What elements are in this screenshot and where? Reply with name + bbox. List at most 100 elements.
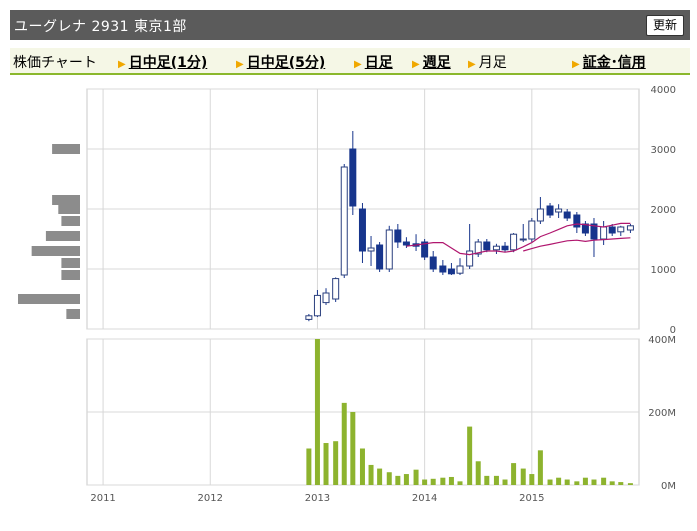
arrow-right-icon: ▶ xyxy=(118,59,126,70)
volume-bar xyxy=(333,441,339,485)
volume-bar xyxy=(529,474,535,485)
candle-body xyxy=(555,208,563,213)
x-tick-label: 2011 xyxy=(90,493,115,504)
volume-bar xyxy=(386,472,392,485)
volume-bar xyxy=(493,475,499,485)
page-title: ユーグレナ 2931 東京1部 xyxy=(14,19,187,35)
x-tick-label: 2013 xyxy=(305,493,330,504)
tab-label: 月足 xyxy=(478,55,507,71)
volume-bar xyxy=(467,426,473,485)
candle-body xyxy=(402,241,410,246)
tab-daily[interactable]: ▶ 日足 xyxy=(354,52,393,72)
tab-label: 株価チャート xyxy=(13,55,97,71)
volume-bar xyxy=(377,468,383,485)
x-tick-label: 2012 xyxy=(198,493,223,504)
candle-body xyxy=(528,220,536,240)
volume-bar xyxy=(609,481,615,485)
candle-body xyxy=(600,226,608,240)
tab-margin-credit[interactable]: ▶ 証金･信用 xyxy=(572,52,646,72)
y-tick-label: 2000 xyxy=(651,205,676,216)
candle-body xyxy=(626,225,634,231)
tab-label: 週足 xyxy=(422,55,451,71)
tab-stock-chart: 株価チャート xyxy=(13,52,97,72)
title-bar: ユーグレナ 2931 東京1部 更新 xyxy=(10,10,690,40)
candle-body xyxy=(456,265,464,274)
candle-body xyxy=(340,166,348,276)
candle-body xyxy=(367,247,375,252)
y-tick-label: 0M xyxy=(661,481,676,492)
volume-bar xyxy=(511,463,517,485)
candle-body xyxy=(421,241,429,258)
tab-label: 日中足(5分) xyxy=(246,55,326,71)
moving-average-long xyxy=(523,237,631,252)
arrow-right-icon: ▶ xyxy=(412,59,420,70)
volume-profile-bar xyxy=(31,246,80,256)
tab-label: 証金･信用 xyxy=(582,55,646,71)
arrow-right-icon: ▶ xyxy=(572,59,580,70)
volume-bar xyxy=(403,474,409,485)
candle-body xyxy=(349,148,357,207)
volume-bar xyxy=(368,464,374,485)
tab-intraday-5min[interactable]: ▶ 日中足(5分) xyxy=(236,52,325,72)
volume-bar xyxy=(440,477,446,485)
arrow-right-icon: ▶ xyxy=(468,59,476,70)
candle-body xyxy=(447,268,455,275)
volume-bar xyxy=(457,481,463,485)
candle-body xyxy=(332,278,340,300)
volume-bar xyxy=(627,483,633,485)
volume-profile-bar xyxy=(52,144,80,154)
volume-bar xyxy=(475,461,481,485)
volume-bar xyxy=(582,477,588,485)
candle-body xyxy=(313,294,321,317)
volume-profile-bar xyxy=(66,309,80,319)
volume-bar xyxy=(359,448,365,485)
y-tick-label: 3000 xyxy=(651,145,676,156)
refresh-button[interactable]: 更新 xyxy=(645,15,684,36)
volume-bar xyxy=(323,443,329,485)
volume-bar xyxy=(574,481,580,485)
candle-body xyxy=(573,214,581,228)
candle-body xyxy=(322,292,330,304)
volume-profile-bar xyxy=(61,216,80,226)
y-tick-label: 200M xyxy=(648,408,676,419)
tab-intraday-1min[interactable]: ▶ 日中足(1分) xyxy=(118,52,207,72)
candle-body xyxy=(376,244,384,270)
volume-bar xyxy=(314,339,320,485)
volume-bar xyxy=(556,477,562,485)
x-tick-label: 2015 xyxy=(519,493,544,504)
candle-body xyxy=(385,229,393,270)
volume-bar xyxy=(306,448,312,485)
y-tick-label: 4000 xyxy=(651,85,676,96)
volume-bar xyxy=(395,475,401,485)
volume-bar xyxy=(591,479,597,485)
tab-label: 日中足(1分) xyxy=(128,55,208,71)
tab-weekly[interactable]: ▶ 週足 xyxy=(412,52,451,72)
tab-label: 日足 xyxy=(364,55,393,71)
volume-bar xyxy=(413,469,419,485)
candle-body xyxy=(483,241,491,251)
volume-bar xyxy=(350,412,356,485)
volume-profile-bar xyxy=(61,270,80,280)
candle-body xyxy=(563,211,571,219)
volume-bar xyxy=(422,479,428,485)
candle-body xyxy=(546,205,554,216)
arrow-right-icon: ▶ xyxy=(354,59,362,70)
candle-body xyxy=(617,226,625,233)
candle-body xyxy=(510,233,518,251)
y-tick-label: 0 xyxy=(670,325,676,336)
candle-body xyxy=(439,265,447,273)
candle-body xyxy=(608,226,616,234)
candle-body xyxy=(466,250,474,267)
volume-bar xyxy=(601,477,607,485)
volume-bar xyxy=(547,479,553,485)
candle-body xyxy=(492,245,500,251)
candle-body xyxy=(305,315,313,320)
volume-profile-bar xyxy=(18,294,80,304)
y-tick-label: 400M xyxy=(648,335,676,346)
candle-body xyxy=(590,223,598,240)
candle-body xyxy=(536,208,544,222)
volume-bar xyxy=(564,479,570,485)
moving-average-short xyxy=(406,222,631,256)
volume-profile-bar xyxy=(52,195,80,205)
volume-bar xyxy=(502,479,508,485)
